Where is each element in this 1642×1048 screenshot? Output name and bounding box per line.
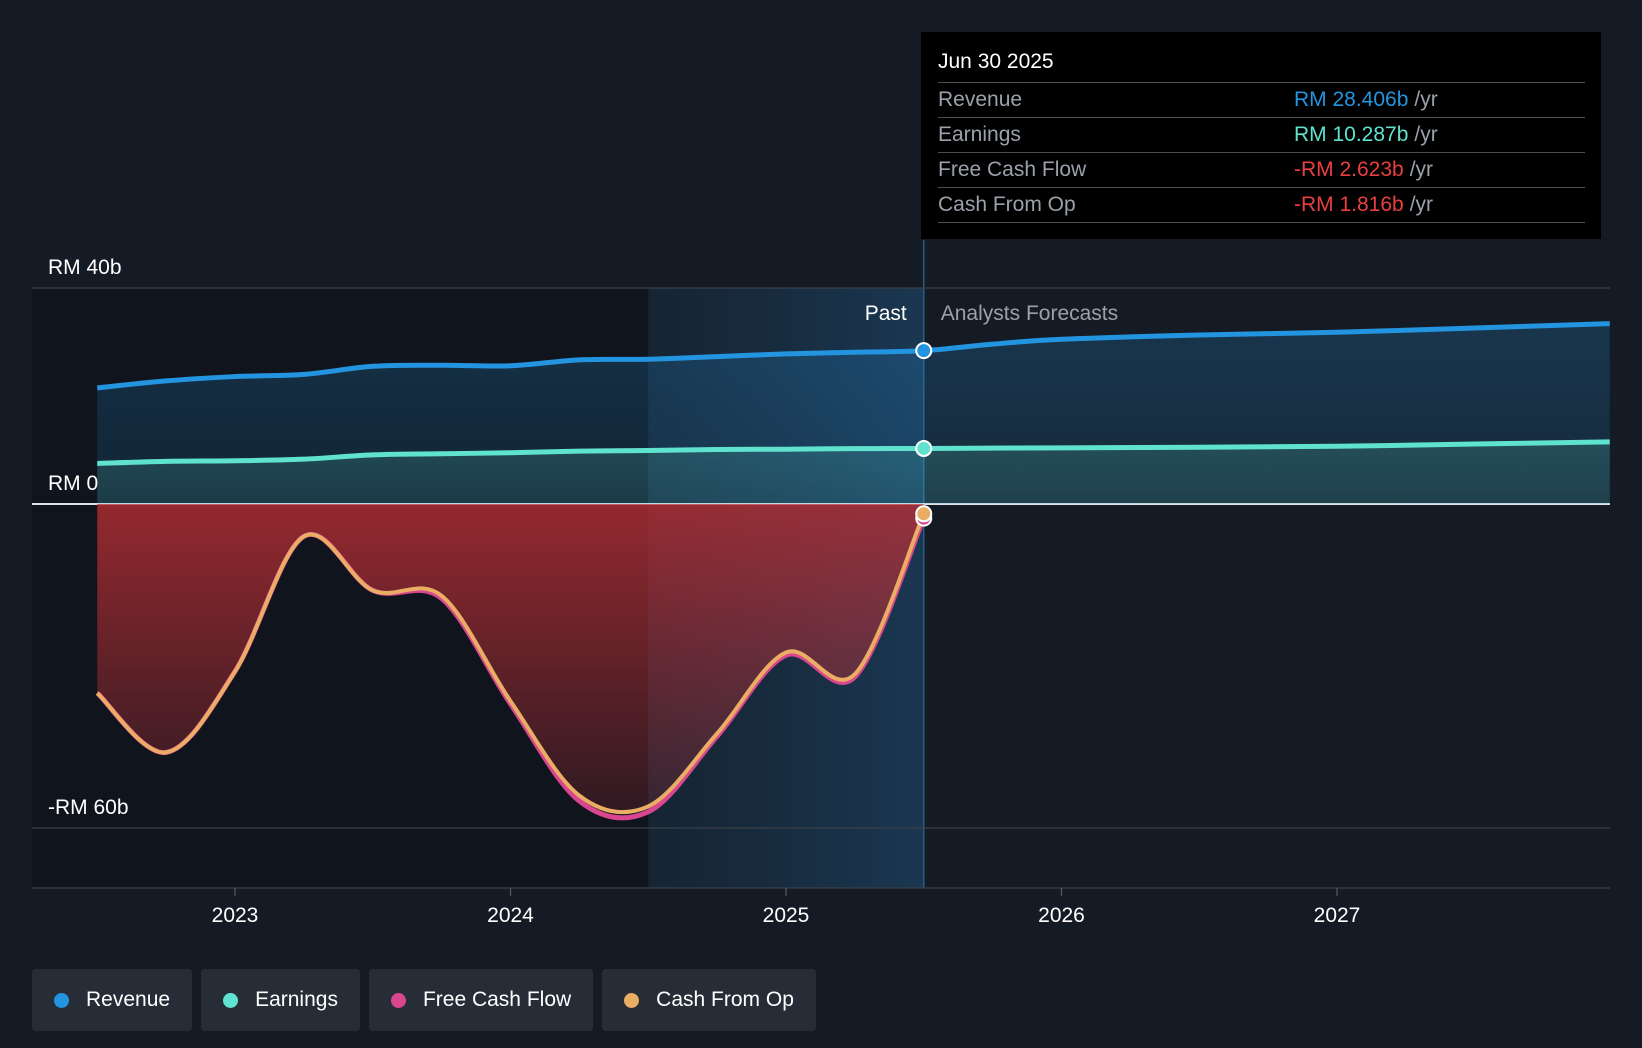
y-tick-label: RM 40b bbox=[48, 256, 122, 279]
past-label: Past bbox=[865, 302, 907, 325]
earnings-area bbox=[97, 441, 1610, 504]
legend-dot-icon bbox=[54, 992, 69, 1008]
y-tick-label: RM 0 bbox=[48, 472, 98, 495]
tooltip-row: Free Cash Flow -RM 2.623b/yr bbox=[938, 152, 1585, 187]
legend-item-cash-from-op[interactable]: Cash From Op bbox=[602, 969, 816, 1031]
tooltip-row: Revenue RM 28.406b/yr bbox=[938, 82, 1585, 117]
tooltip-row-label: Free Cash Flow bbox=[938, 158, 1087, 181]
x-tick-label: 2026 bbox=[1038, 904, 1085, 927]
x-tick-label: 2025 bbox=[763, 904, 810, 927]
cash-flow-area bbox=[97, 504, 924, 813]
legend-label: Revenue bbox=[86, 988, 171, 1011]
tooltip-row-unit: /yr bbox=[1414, 88, 1438, 111]
tooltip-row: Cash From Op -RM 1.816b/yr bbox=[938, 187, 1585, 223]
forecast-label: Analysts Forecasts bbox=[941, 302, 1118, 325]
marker-revenue bbox=[915, 342, 933, 360]
tooltip-row-unit: /yr bbox=[1414, 123, 1438, 146]
legend-item-revenue[interactable]: Revenue bbox=[32, 969, 193, 1031]
legend-item-free-cash-flow[interactable]: Free Cash Flow bbox=[368, 969, 594, 1031]
legend-dot-icon bbox=[624, 992, 640, 1008]
legend-label: Free Cash Flow bbox=[422, 988, 572, 1011]
y-tick-label: -RM 60b bbox=[48, 796, 129, 819]
x-tick-label: 2027 bbox=[1314, 904, 1361, 927]
tooltip-date: Jun 30 2025 bbox=[938, 50, 1054, 73]
legend-label: Cash From Op bbox=[656, 988, 794, 1011]
revenue-line bbox=[96, 321, 1610, 391]
tooltip-row-value: -RM 1.816b bbox=[1294, 193, 1404, 216]
tooltip-row-value: RM 28.406b bbox=[1294, 88, 1409, 111]
legend-item-earnings[interactable]: Earnings bbox=[201, 969, 360, 1031]
tooltip-row-label: Earnings bbox=[938, 123, 1021, 146]
tooltip-row-value: RM 10.287b bbox=[1294, 123, 1409, 146]
legend: Revenue Earnings Free Cash Flow Cash From O… bbox=[32, 969, 816, 1031]
legend-dot-icon bbox=[223, 992, 239, 1008]
tooltip-row: Earnings RM 10.287b/yr bbox=[938, 117, 1585, 152]
tooltip-row-unit: /yr bbox=[1409, 158, 1434, 181]
tooltip-row-value: -RM 2.623b bbox=[1294, 158, 1404, 181]
cash-from-op-line bbox=[95, 513, 926, 815]
x-tick-label: 2023 bbox=[212, 904, 259, 927]
legend-label: Earnings bbox=[255, 988, 338, 1011]
tooltip-row-label: Cash From Op bbox=[938, 193, 1076, 216]
marker-earnings bbox=[915, 439, 933, 457]
marker-cash-from-op bbox=[915, 505, 933, 523]
tooltip-row-label: Revenue bbox=[938, 88, 1023, 111]
legend-dot-icon bbox=[390, 992, 406, 1008]
earnings-line bbox=[97, 439, 1610, 466]
tooltip: Jun 30 2025 Revenue RM 28.406b/yr Earnings… bbox=[921, 32, 1601, 239]
tooltip-row-unit: /yr bbox=[1409, 193, 1434, 216]
x-tick-label: 2024 bbox=[487, 904, 534, 927]
